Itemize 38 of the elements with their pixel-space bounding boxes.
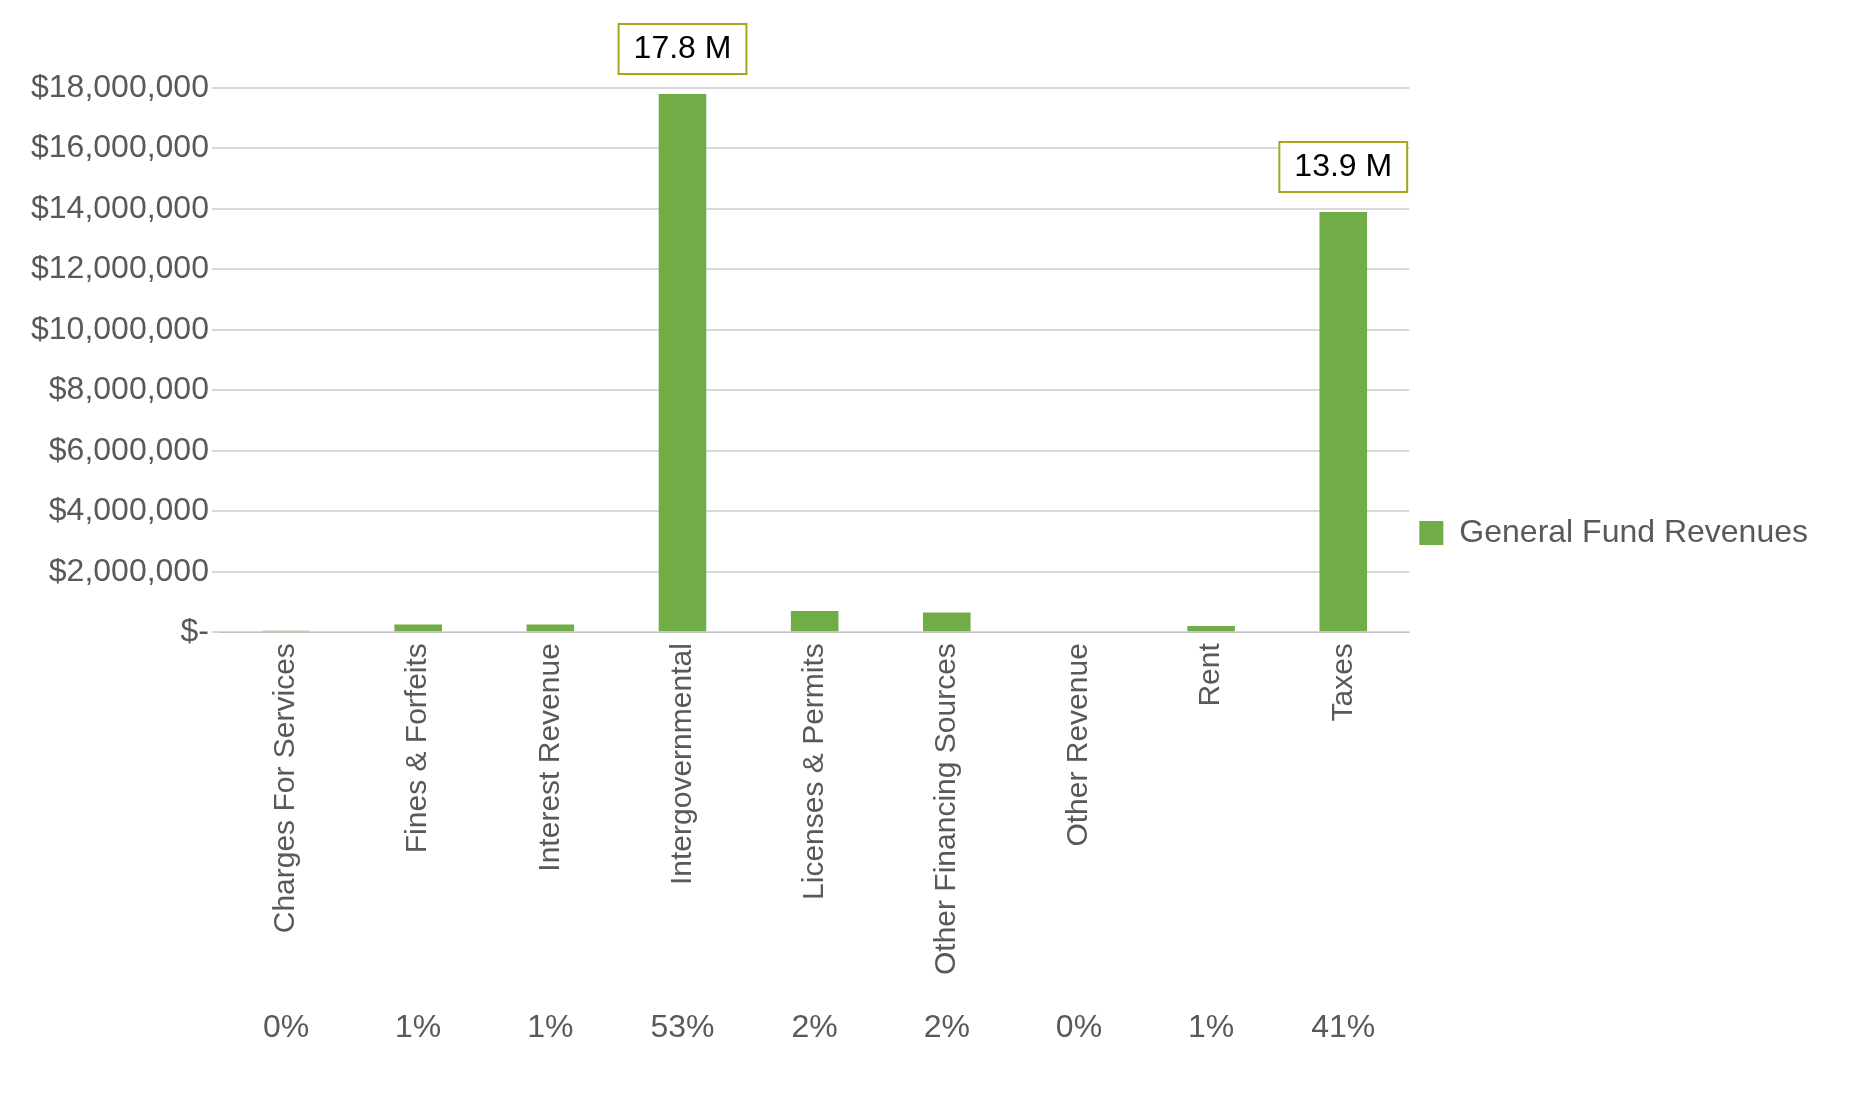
- y-tick-label: $16,000,000: [31, 128, 209, 165]
- text: 1%: [395, 1007, 442, 1044]
- text: 1%: [527, 1007, 574, 1044]
- text: 0%: [1055, 1007, 1103, 1044]
- x-tick-label: Fines & Forfeits: [399, 643, 433, 854]
- y-tick-label: $14,000,000: [31, 188, 209, 225]
- x-tick-label: Intergovernmental: [663, 643, 697, 885]
- y-tick-label: $4,000,000: [48, 491, 209, 528]
- y-tick-label: $-: [180, 612, 209, 648]
- legend-label: General Fund Revenues: [1459, 512, 1808, 549]
- y-tick-label: $12,000,000: [31, 249, 209, 286]
- text: 53%: [650, 1007, 715, 1044]
- y-tick-label: $2,000,000: [48, 551, 209, 588]
- x-tick-label: Other Revenue: [1060, 643, 1094, 847]
- bar: [658, 94, 707, 632]
- bar: [923, 612, 971, 632]
- x-tick-label: Other Financing Sources: [928, 643, 962, 976]
- text: 0%: [262, 1007, 310, 1044]
- y-tick-label: $10,000,000: [31, 309, 209, 346]
- bar: [790, 611, 839, 632]
- data-label: 17.8 M: [633, 28, 732, 65]
- text: 41%: [1311, 1007, 1376, 1044]
- bar: [526, 624, 575, 632]
- y-tick-label: $6,000,000: [48, 430, 209, 467]
- x-tick-label: Taxes: [1324, 643, 1358, 722]
- y-tick-label: $8,000,000: [48, 370, 209, 407]
- x-tick-label: Interest Revenue: [531, 643, 565, 872]
- bar: [1187, 626, 1235, 632]
- text: 2%: [791, 1007, 838, 1044]
- text: 2%: [923, 1007, 970, 1044]
- x-tick-label: Licenses & Permits: [795, 643, 829, 900]
- bar: [394, 624, 442, 632]
- y-tick-label: $18,000,000: [31, 67, 209, 104]
- text: 1%: [1187, 1007, 1235, 1044]
- bar: [1319, 211, 1368, 632]
- data-label: 13.9 M: [1294, 146, 1393, 183]
- x-tick-label: Charges For Services: [267, 643, 301, 934]
- x-tick-label: Rent: [1192, 642, 1226, 707]
